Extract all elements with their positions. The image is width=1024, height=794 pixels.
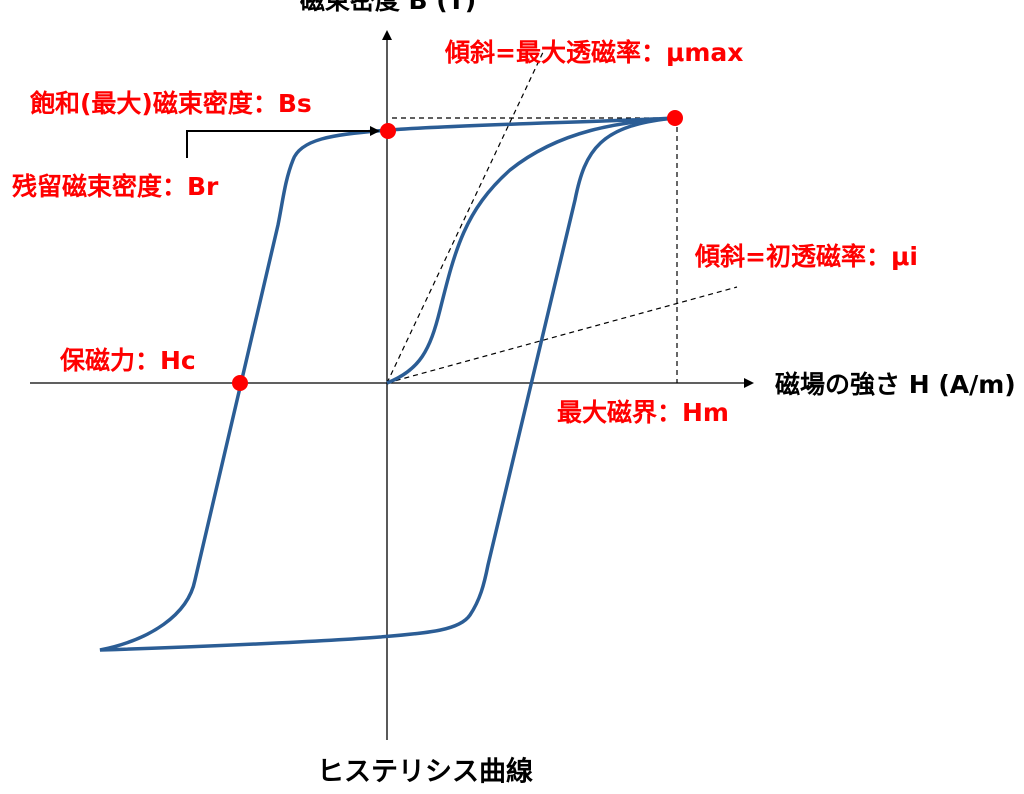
mu-i-label: 傾斜=初透磁率：μi <box>694 242 918 271</box>
br-point <box>380 123 396 139</box>
y-axis-label: 磁束密度 B (T) <box>300 0 476 15</box>
x-axis-label: 磁場の強さ H (A/m) <box>775 370 1016 399</box>
hc-label: 保磁力：Hc <box>59 346 196 375</box>
mu-max-label: 傾斜=最大透磁率：μmax <box>444 38 743 67</box>
initial-curve <box>386 116 676 385</box>
hm-label: 最大磁界：Hm <box>557 398 729 427</box>
max-point <box>667 110 683 126</box>
mu-max-line <box>386 47 546 384</box>
caption: ヒステリシス曲線 <box>317 756 533 788</box>
mu-i-line <box>386 286 738 384</box>
bs-label: 飽和(最大)磁束密度：Bs <box>30 89 312 118</box>
hc-point <box>232 375 248 391</box>
br-arrow <box>186 126 380 158</box>
br-label: 残留磁束密度：Br <box>12 172 219 201</box>
